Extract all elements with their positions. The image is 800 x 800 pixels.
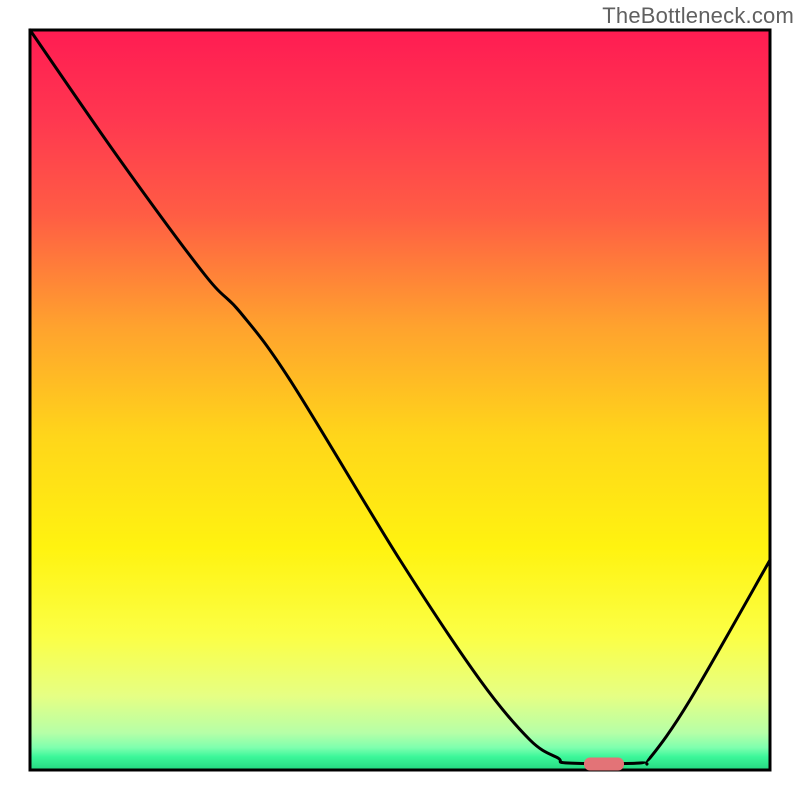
chart-container: TheBottleneck.com: [0, 0, 800, 800]
watermark-text: TheBottleneck.com: [602, 3, 794, 29]
valley-marker: [584, 758, 624, 771]
plot-background: [30, 30, 770, 770]
chart-svg: [0, 0, 800, 800]
